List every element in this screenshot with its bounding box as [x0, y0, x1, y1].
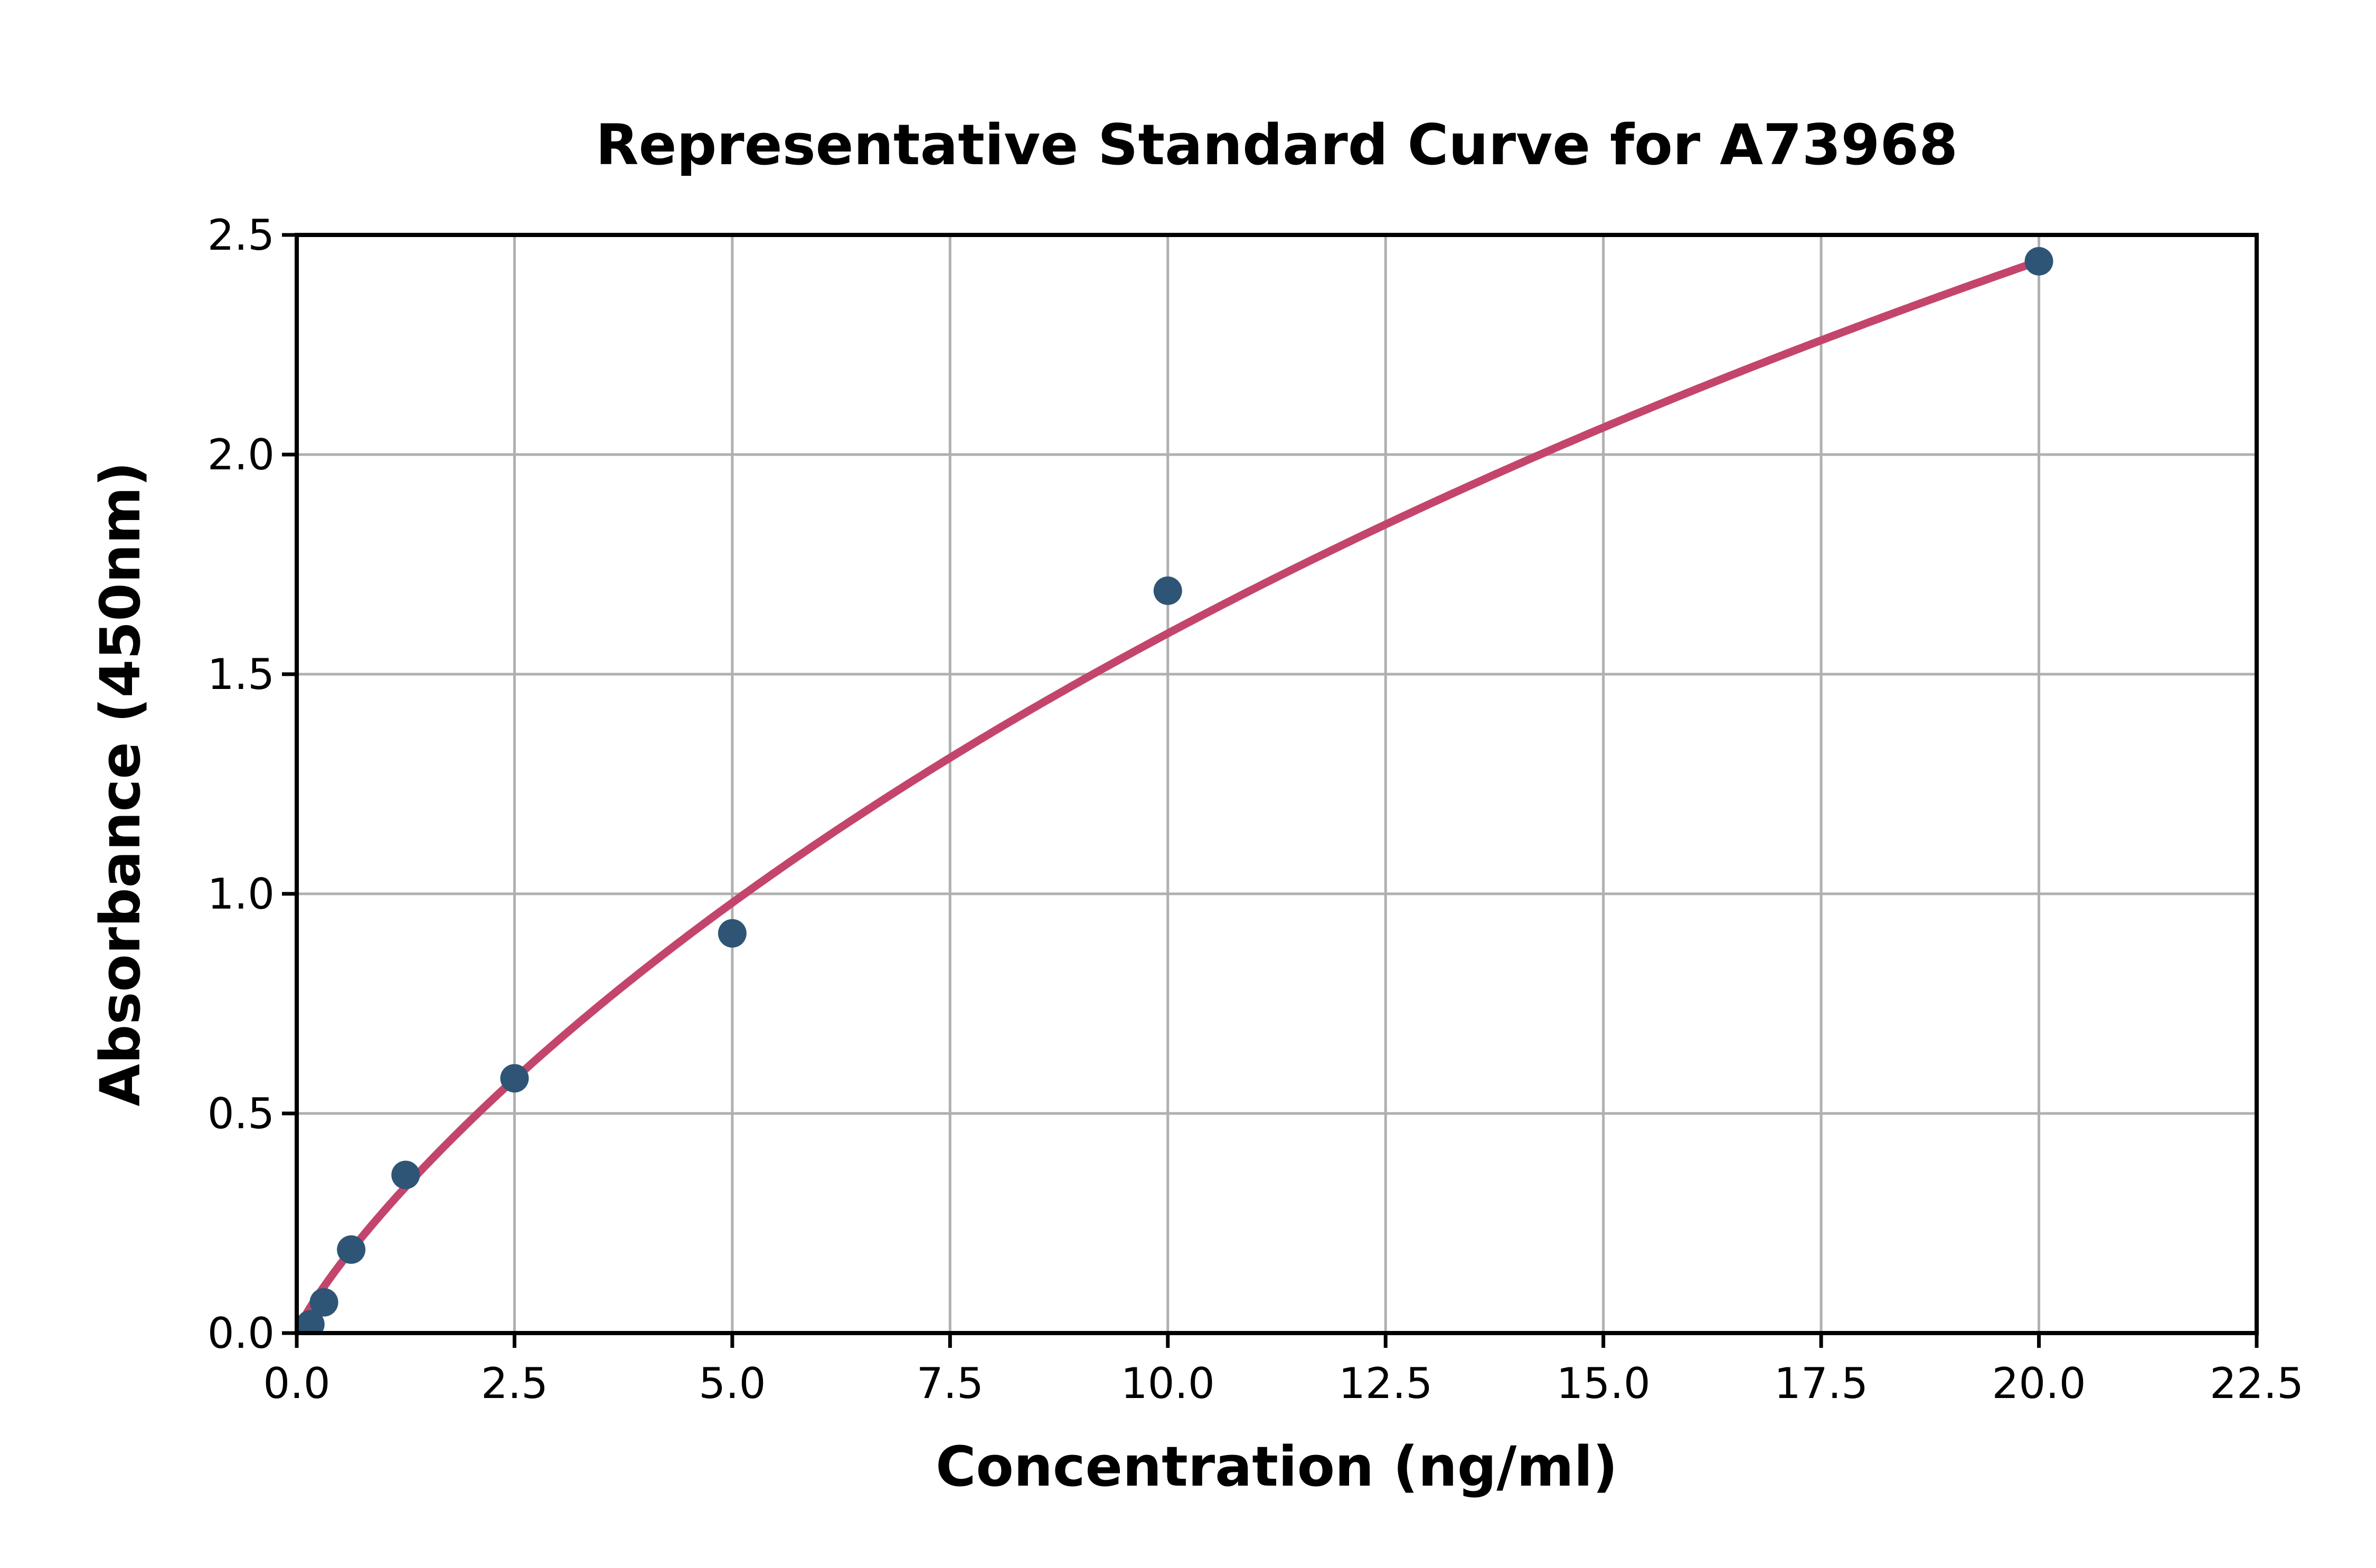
y-tick-label: 0.0: [208, 1309, 275, 1358]
y-tick-label: 0.5: [208, 1089, 275, 1138]
x-tick-label: 20.0: [1992, 1359, 2086, 1408]
y-tick-label: 2.5: [208, 211, 275, 260]
x-axis-label: Concentration (ng/ml): [936, 1434, 1618, 1499]
axes-frame: [295, 233, 2259, 1335]
y-tick-label: 1.5: [208, 650, 275, 699]
data-point: [297, 1310, 325, 1333]
x-tick-label: 5.0: [699, 1359, 766, 1408]
data-point: [500, 1064, 529, 1093]
data-point: [309, 1288, 338, 1317]
data-point: [337, 1235, 366, 1264]
x-tick-label: 7.5: [917, 1359, 984, 1408]
x-tick-label: 2.5: [481, 1359, 548, 1408]
y-tick-label: 2.0: [208, 430, 275, 479]
data-point: [2024, 247, 2053, 276]
x-tick-label: 10.0: [1121, 1359, 1215, 1408]
x-tick-label: 0.0: [263, 1359, 330, 1408]
y-tick-label: 1.0: [208, 870, 275, 919]
data-layer: [297, 247, 2053, 1333]
chart-title: Representative Standard Curve for A73968: [596, 112, 1958, 177]
data-point: [1153, 576, 1182, 605]
data-point: [391, 1160, 420, 1189]
x-tick-label: 17.5: [1774, 1359, 1868, 1408]
x-tick-label: 22.5: [2210, 1359, 2304, 1408]
x-tick-label: 15.0: [1557, 1359, 1651, 1408]
x-tick-label: 12.5: [1338, 1359, 1432, 1408]
fit-curve-line: [297, 257, 2040, 1333]
data-point: [718, 919, 747, 948]
